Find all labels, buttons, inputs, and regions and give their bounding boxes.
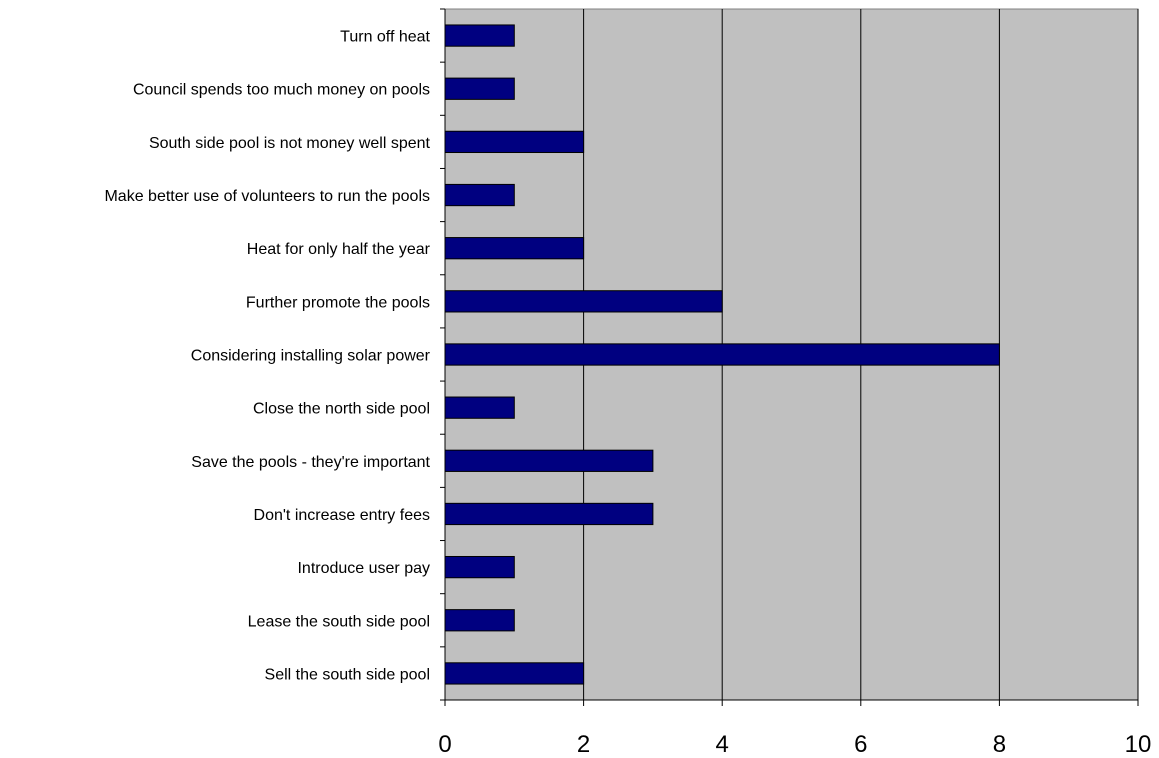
category-label: Considering installing solar power: [191, 348, 431, 365]
x-tick-label: 8: [993, 731, 1006, 758]
bar: [444, 662, 585, 685]
bar: [444, 183, 515, 207]
category-label: Heat for only half the year: [247, 241, 431, 258]
axes: [440, 8, 1139, 706]
category-label: Lease the south side pool: [248, 613, 430, 630]
category-label: Sell the south side pool: [265, 666, 430, 683]
x-tick-label: 6: [854, 731, 867, 758]
bar: [444, 449, 654, 472]
bar: [444, 502, 654, 526]
bar: [444, 343, 1000, 366]
x-tick-label: 10: [1125, 731, 1152, 758]
category-label: Council spends too much money on pools: [133, 82, 430, 99]
category-labels: Turn off heat Council spends too much mon…: [104, 29, 430, 684]
bars: [444, 24, 1000, 685]
bar: [444, 130, 585, 154]
bar: [444, 555, 515, 579]
bar: [444, 290, 723, 313]
category-label: Don't increase entry fees: [254, 507, 430, 524]
x-tick-label: 4: [716, 731, 729, 758]
category-label: Save the pools - they're important: [191, 454, 430, 471]
bar: [444, 24, 515, 47]
bar: [444, 237, 585, 260]
category-label: Turn off heat: [340, 29, 430, 46]
category-label: Further promote the pools: [246, 294, 430, 311]
category-label: Make better use of volunteers to run the…: [104, 188, 430, 205]
bar: [444, 77, 515, 100]
x-tick-labels: 0 2 4 6 8 10: [438, 731, 1151, 758]
x-tick-label: 0: [438, 731, 451, 758]
x-tick-label: 2: [577, 731, 590, 758]
category-label: Close the north side pool: [253, 401, 430, 418]
bar: [444, 396, 515, 419]
bar: [444, 609, 515, 632]
category-label: South side pool is not money well spent: [149, 135, 431, 152]
category-label: Introduce user pay: [297, 560, 430, 577]
